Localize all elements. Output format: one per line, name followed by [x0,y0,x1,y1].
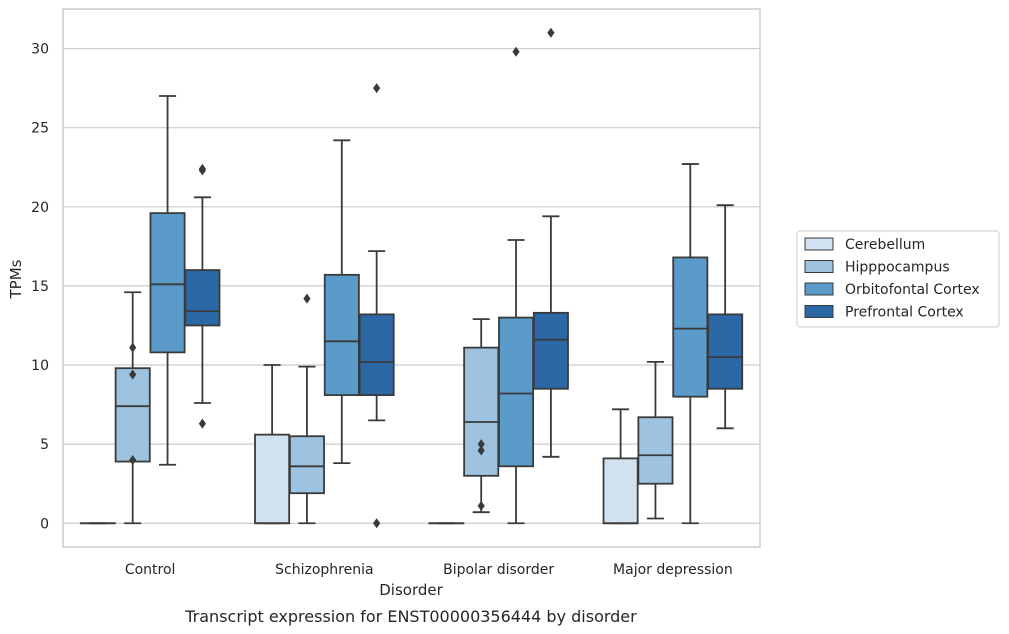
legend-swatch [804,260,834,273]
box-group [149,95,186,466]
box-group [498,46,535,525]
box-group [184,163,221,429]
legend-swatch [804,282,834,296]
y-tick-label: 20 [31,200,49,216]
outlier-point [303,293,311,304]
x-axis-label: Disorder [379,581,443,599]
legend-label: Prefrontal Cortex [845,305,964,321]
box-body [149,212,186,354]
legend-label: Hipppocampus [845,260,950,276]
box-group [114,291,151,525]
box-group [254,364,291,525]
outlier-point [129,454,137,465]
outlier-point [198,418,206,429]
y-tick-label: 10 [31,358,49,374]
box-body [498,316,535,468]
x-tick-label: Control [125,562,176,578]
outlier-point [129,342,137,353]
box-body [463,346,500,477]
box-group [288,293,325,525]
legend-swatch [804,305,834,318]
box-body [254,433,291,525]
box-body [323,273,360,396]
box-group [637,360,674,520]
box-body [637,416,674,485]
outlier-point [547,27,555,38]
box-group [358,83,395,529]
y-axis-label: TPMs [7,259,25,299]
legend-label: Orbitofontal Cortex [845,282,980,298]
outlier-point [477,445,485,456]
box-body [288,435,325,495]
box-body [602,457,639,525]
box-body [532,311,569,390]
box-group [602,408,639,525]
outlier-point [129,369,137,380]
y-tick-label: 5 [40,437,49,453]
y-tick-label: 15 [31,279,49,295]
figure-caption: Transcript expression for ENST0000035644… [184,607,637,626]
legend: Cerebellum Hipppocampus Orbitofontal Corte… [796,230,1000,328]
legend-label: Cerebellum [845,237,925,253]
y-tick-label: 30 [31,42,49,58]
box-group [323,139,360,465]
x-tick-labels: Control Schizophrenia Bipolar disorder Majo… [125,562,733,578]
box-body [114,367,151,463]
legend-frame [796,230,1000,328]
outlier-point [373,83,381,94]
y-tick-labels: 0 5 10 15 20 25 30 [31,42,49,533]
box-body [707,313,744,390]
box-group [532,27,569,458]
box-body [358,313,395,396]
box-body [184,269,221,327]
box-group [672,163,709,525]
plot-frame [62,8,761,548]
x-tick-label: Major depression [613,562,733,578]
boxes-layer [79,27,744,529]
box-body [672,256,709,398]
outlier-point [373,518,381,529]
legend-swatch [804,237,834,251]
x-tick-label: Schizophrenia [275,562,373,578]
box-group [707,204,744,430]
x-tick-label: Bipolar disorder [443,562,554,578]
outlier-point [512,46,520,57]
gridlines [63,47,760,524]
outlier-point [198,163,206,174]
outlier-point [477,439,485,450]
outlier-point [477,500,485,511]
y-tick-label: 0 [40,516,49,532]
y-tick-label: 25 [31,121,49,137]
